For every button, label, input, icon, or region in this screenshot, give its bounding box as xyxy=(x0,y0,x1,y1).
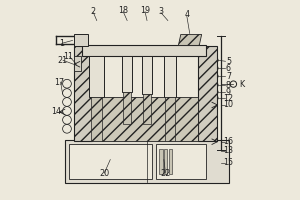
Text: 11: 11 xyxy=(64,52,74,61)
Text: 20: 20 xyxy=(99,169,110,178)
Bar xyxy=(69,144,152,179)
Bar xyxy=(159,149,163,174)
Text: 17: 17 xyxy=(55,78,65,87)
Text: 3: 3 xyxy=(158,7,164,16)
Bar xyxy=(198,46,217,141)
Text: 2: 2 xyxy=(91,7,96,16)
Text: 16: 16 xyxy=(224,137,233,146)
Text: 4: 4 xyxy=(184,10,189,19)
Bar xyxy=(123,92,131,124)
Text: 15: 15 xyxy=(224,158,233,167)
Text: 18: 18 xyxy=(118,6,128,15)
Text: 22: 22 xyxy=(161,169,171,178)
Bar xyxy=(74,34,88,46)
Bar xyxy=(143,94,151,124)
Text: 21: 21 xyxy=(58,56,68,65)
Bar xyxy=(142,56,152,94)
Bar xyxy=(74,56,82,71)
Text: 1: 1 xyxy=(59,39,64,48)
Text: K: K xyxy=(239,80,244,89)
Bar xyxy=(64,140,230,183)
Text: 8: 8 xyxy=(226,81,231,90)
Bar xyxy=(169,149,172,174)
Bar xyxy=(92,97,198,141)
Text: 7: 7 xyxy=(226,72,231,81)
Bar xyxy=(89,56,104,97)
Text: 19: 19 xyxy=(140,6,150,15)
Bar xyxy=(164,149,167,174)
Text: 13: 13 xyxy=(224,146,233,155)
Text: 6: 6 xyxy=(226,64,231,73)
Bar xyxy=(74,46,92,141)
Text: 12: 12 xyxy=(224,94,233,103)
Polygon shape xyxy=(178,34,202,45)
Bar xyxy=(82,45,206,56)
Bar xyxy=(122,56,132,92)
Text: 9: 9 xyxy=(226,88,231,97)
Bar xyxy=(166,97,175,141)
Bar xyxy=(156,144,206,179)
Bar xyxy=(164,56,176,97)
Bar xyxy=(92,97,102,141)
Text: 10: 10 xyxy=(224,100,233,109)
Text: 5: 5 xyxy=(226,57,231,66)
Text: 14: 14 xyxy=(51,107,61,116)
